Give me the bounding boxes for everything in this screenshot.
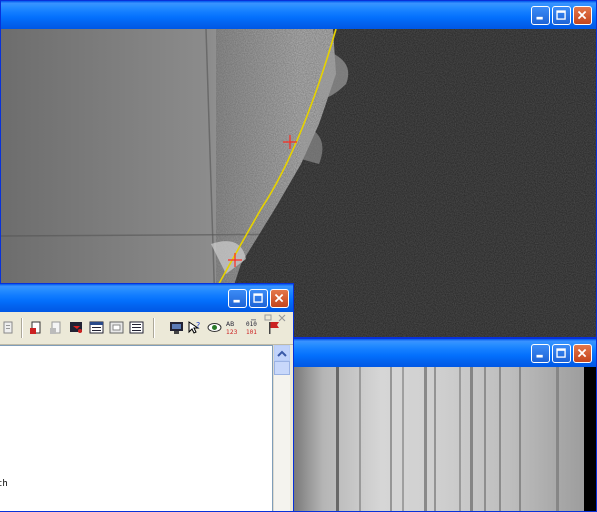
image-window (0, 0, 597, 338)
output-text-area[interactable]: th (0, 345, 273, 511)
svg-text:123: 123 (226, 329, 238, 335)
image-window-titlebar[interactable] (1, 1, 596, 29)
minimize-icon (233, 299, 240, 303)
spectrum-window-titlebar[interactable] (294, 339, 596, 367)
spectrum-image[interactable] (294, 367, 596, 511)
close-icon (577, 348, 587, 358)
scroll-thumb[interactable] (274, 361, 290, 375)
marker-2 (228, 253, 242, 267)
doc-new-icon[interactable] (29, 320, 44, 335)
maximize-button[interactable] (249, 289, 268, 308)
minimize-icon (536, 354, 543, 358)
svg-text:AB: AB (226, 321, 234, 328)
scroll-up-button[interactable] (274, 345, 290, 361)
minimize-button[interactable] (531, 344, 550, 363)
maximize-icon (556, 348, 566, 358)
maximize-button[interactable] (552, 344, 571, 363)
maximize-button[interactable] (552, 6, 571, 25)
minimize-button[interactable] (531, 6, 550, 25)
spectrum-window (293, 338, 597, 512)
inner-window-controls[interactable] (249, 313, 289, 323)
svg-text:?: ? (196, 321, 200, 330)
export-icon[interactable] (69, 320, 84, 335)
maximize-icon (253, 293, 263, 303)
doc-icon[interactable] (1, 320, 16, 335)
table-icon[interactable] (89, 320, 104, 335)
close-icon (577, 10, 587, 20)
close-icon (274, 293, 284, 303)
chevron-up-icon (277, 350, 287, 357)
flag-icon[interactable] (266, 320, 281, 335)
marker-1 (283, 135, 297, 149)
grid-icon[interactable] (129, 320, 144, 335)
spectrum-canvas[interactable] (294, 367, 596, 511)
monitor-icon[interactable] (169, 320, 184, 335)
svg-text:010: 010 (246, 321, 257, 328)
svg-text:101: 101 (246, 329, 257, 335)
minimize-button[interactable] (228, 289, 247, 308)
output-window-titlebar[interactable] (0, 284, 293, 312)
close-button[interactable] (573, 344, 592, 363)
doc-gray-icon[interactable] (49, 320, 64, 335)
eye-icon[interactable] (207, 320, 222, 335)
vertical-scrollbar[interactable] (273, 345, 290, 511)
maximize-icon (556, 10, 566, 20)
close-button[interactable] (573, 6, 592, 25)
output-toolbar: ? AB 123 010 101 (0, 312, 293, 345)
help-icon[interactable]: ? (187, 320, 202, 335)
output-text-line: th (0, 479, 8, 489)
minimize-icon (536, 16, 543, 20)
table2-icon[interactable] (109, 320, 124, 335)
close-button[interactable] (270, 289, 289, 308)
